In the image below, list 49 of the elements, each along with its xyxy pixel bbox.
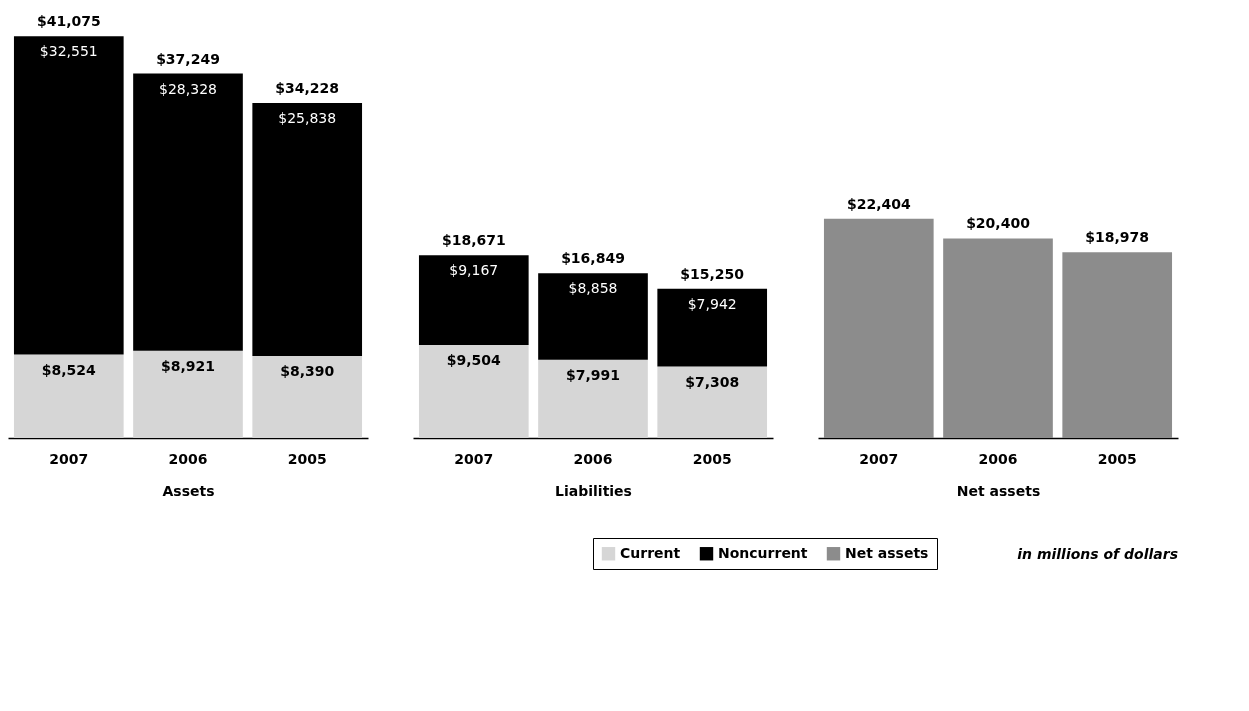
bar	[538, 273, 648, 360]
data-label: $28,328	[159, 80, 217, 97]
bar	[252, 355, 363, 438]
legend-label: Net assets	[845, 544, 929, 561]
bar	[133, 350, 243, 438]
x-tick-label: 2006	[573, 450, 613, 467]
bar	[657, 366, 768, 438]
x-tick-label: 2005	[1097, 450, 1137, 467]
x-tick-label: 2007	[454, 450, 494, 467]
data-label: $9,167	[449, 262, 499, 279]
data-label: $7,991	[565, 366, 621, 383]
bar	[252, 103, 363, 356]
legend-label: Current	[620, 544, 681, 561]
data-label: $8,921	[160, 357, 216, 374]
x-tick-label: 2005	[692, 450, 732, 467]
legend-label: Noncurrent	[718, 544, 808, 561]
x-axis-title: Assets	[162, 482, 215, 499]
total-label: $37,249	[156, 50, 220, 67]
bar	[418, 345, 529, 438]
data-label: $22,404	[846, 195, 911, 212]
data-label: $25,838	[278, 110, 337, 127]
data-label: $32,551	[39, 43, 98, 60]
bar	[538, 359, 648, 438]
bar	[133, 73, 243, 351]
bar	[657, 288, 768, 367]
x-tick-label: 2007	[859, 450, 899, 467]
x-tick-label: 2006	[978, 450, 1018, 467]
bar	[418, 255, 529, 346]
x-tick-label: 2006	[168, 450, 208, 467]
bar	[13, 354, 124, 438]
data-label: $8,858	[568, 280, 618, 297]
total-label: $15,250	[680, 265, 745, 282]
data-label: $20,400	[966, 215, 1031, 232]
x-tick-label: 2007	[49, 450, 89, 467]
data-label: $7,942	[687, 295, 737, 312]
total-label: $41,075	[36, 13, 101, 30]
total-label: $34,228	[275, 80, 340, 97]
data-label: $9,504	[446, 352, 502, 369]
total-label: $16,849	[561, 250, 625, 267]
x-axis-title: Net assets	[956, 482, 1041, 499]
data-label: $18,978	[1085, 229, 1150, 246]
bar	[13, 36, 124, 355]
total-label: $18,671	[441, 232, 506, 249]
data-label: $8,524	[41, 361, 97, 378]
data-label: $7,308	[685, 373, 740, 390]
x-tick-label: 2005	[287, 450, 327, 467]
data-label: $8,390	[280, 362, 335, 379]
text: in millions of dollars	[1017, 546, 1178, 562]
x-axis-title: Liabilities	[555, 482, 632, 499]
